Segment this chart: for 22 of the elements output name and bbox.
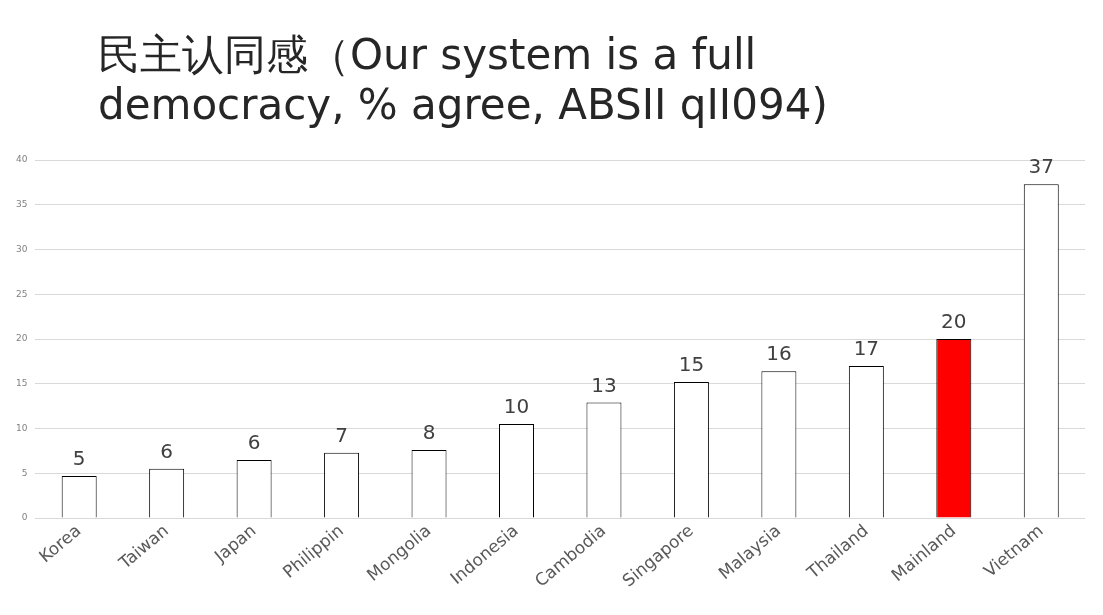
data-label: 8 [422,420,436,445]
y-tick-label: 40 [16,154,28,165]
data-label: 6 [160,439,174,464]
data-label: 10 [503,394,530,419]
data-label: 16 [766,341,792,366]
data-label: 37 [1028,154,1054,179]
y-tick-label: 10 [16,422,28,433]
y-tick-label: 5 [21,467,28,478]
y-tick-label: 15 [16,378,28,389]
data-label: 6 [247,430,261,455]
y-tick-label: 25 [16,288,28,299]
y-tick-label: 20 [16,333,28,344]
y-tick-label: 35 [16,199,28,210]
y-tick-label: 30 [16,243,28,254]
data-label: 15 [678,352,705,377]
chart-title: 民主认同感（Our system is a full democracy, % agree, ABSII qII094) [97,29,829,130]
data-label: 7 [335,422,348,447]
data-label: 13 [591,372,617,397]
data-label: 17 [853,336,880,361]
data-label: 20 [941,309,967,334]
data-label: 5 [72,446,86,471]
y-tick-label: 0 [21,512,28,523]
